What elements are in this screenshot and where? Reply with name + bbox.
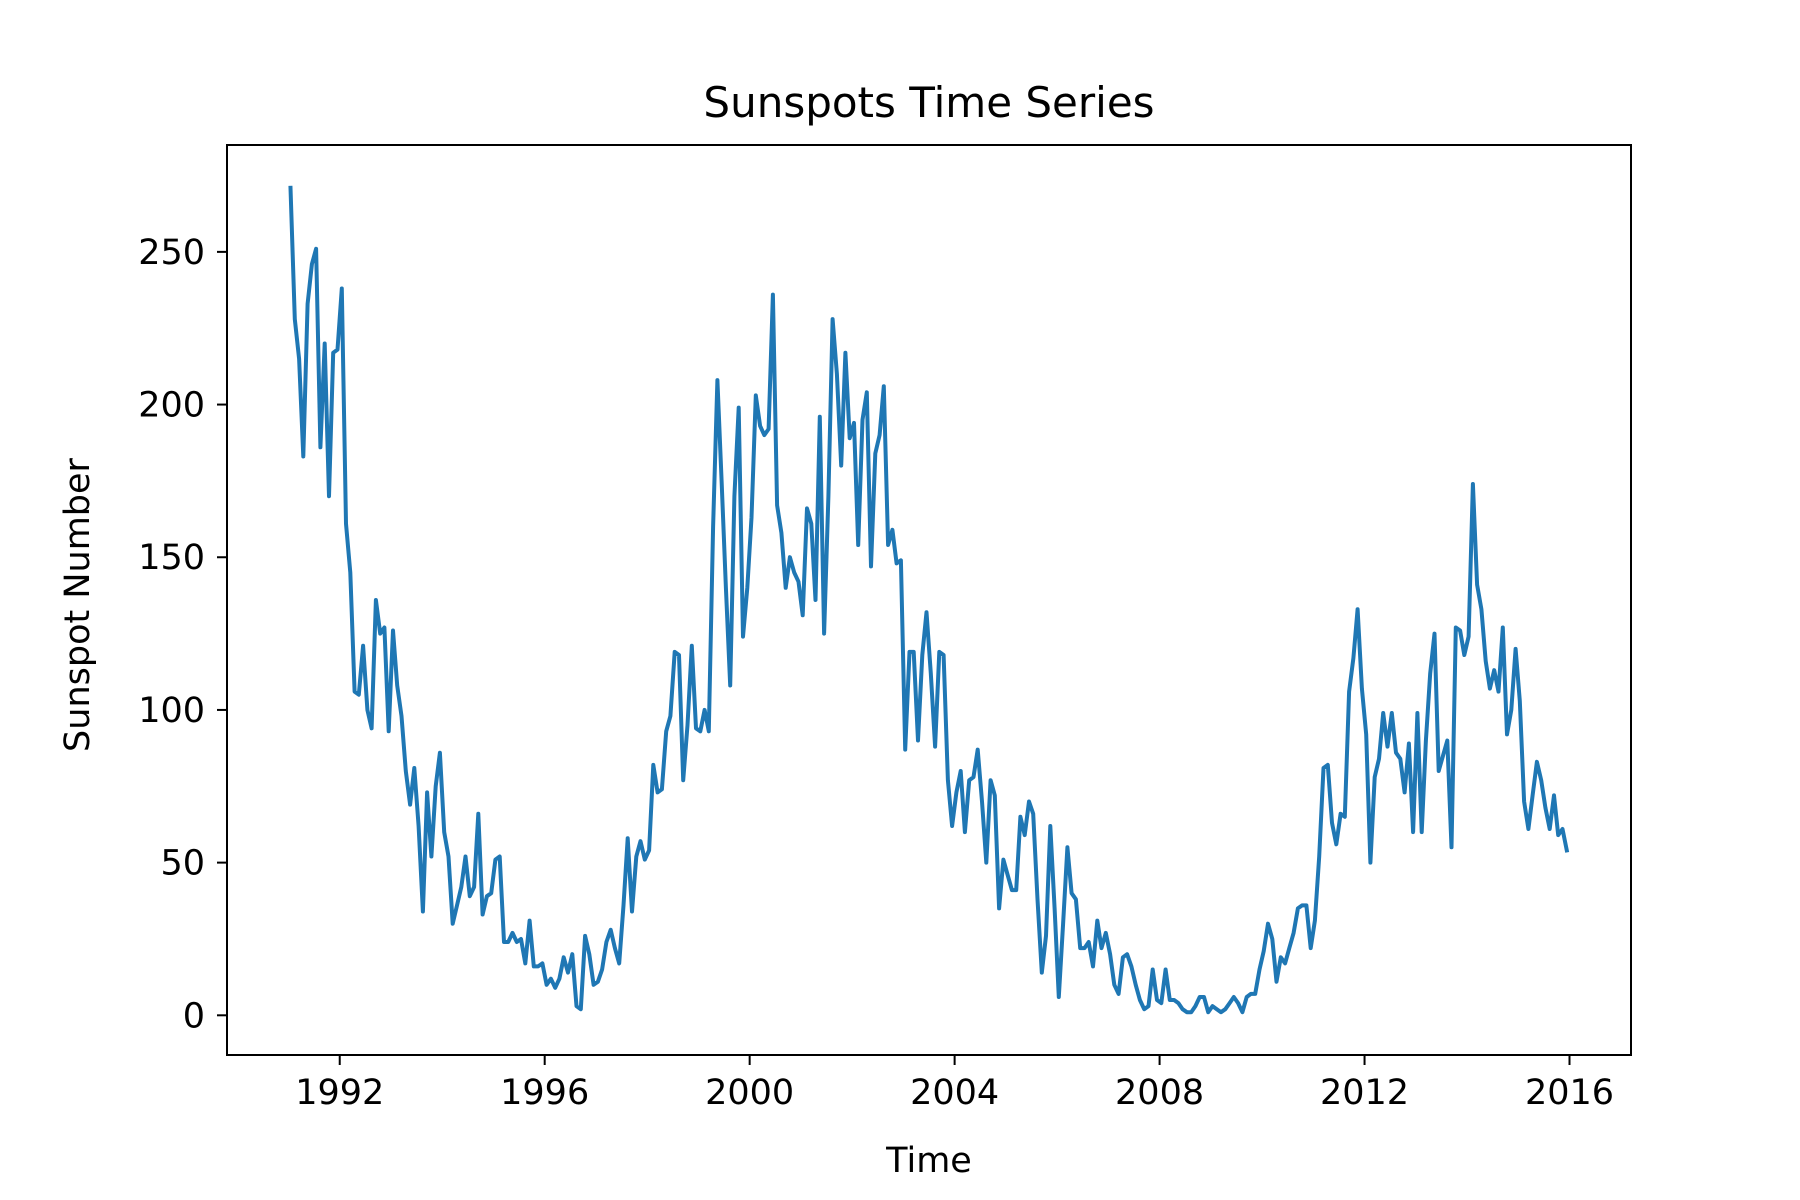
x-tick-label: 1996: [500, 1073, 589, 1113]
x-tick-label: 1992: [295, 1073, 384, 1113]
y-tick-label: 150: [138, 538, 205, 578]
plot-area: 1992 1996 2000 2004 2008 2012 2016 0 50 100 150 200…: [138, 144, 1632, 1113]
x-tick-label: 2016: [1525, 1073, 1614, 1113]
sunspot-series-line: [288, 185, 1570, 1015]
y-tick-label: 50: [160, 844, 205, 884]
x-tick-label: 2008: [1115, 1073, 1204, 1113]
x-axis-label: Time: [885, 1141, 972, 1181]
x-tick-label: 2012: [1320, 1073, 1409, 1113]
y-tick-label: 250: [138, 233, 205, 273]
y-tick-label: 200: [138, 386, 205, 426]
axes-frame: [226, 144, 1632, 1056]
y-tick-label: 100: [138, 691, 205, 731]
x-tick-label: 2000: [705, 1073, 794, 1113]
y-tick-label: 0: [183, 996, 205, 1036]
chart-title: Sunspots Time Series: [703, 78, 1154, 127]
y-axis-label: Sunspot Number: [58, 457, 98, 752]
x-tick-label: 2004: [910, 1073, 999, 1113]
